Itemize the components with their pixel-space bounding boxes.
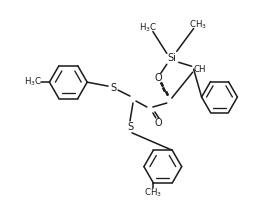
Text: S: S bbox=[109, 83, 116, 93]
Text: CH: CH bbox=[193, 65, 205, 74]
Text: S: S bbox=[126, 122, 133, 132]
Text: CH$_3$: CH$_3$ bbox=[144, 187, 162, 199]
Text: H$_3$C: H$_3$C bbox=[24, 76, 42, 88]
Text: Si: Si bbox=[167, 53, 176, 63]
Text: CH$_3$: CH$_3$ bbox=[188, 18, 206, 31]
Text: H$_3$C: H$_3$C bbox=[138, 21, 156, 34]
Text: O: O bbox=[153, 73, 161, 83]
Text: O: O bbox=[153, 118, 161, 128]
